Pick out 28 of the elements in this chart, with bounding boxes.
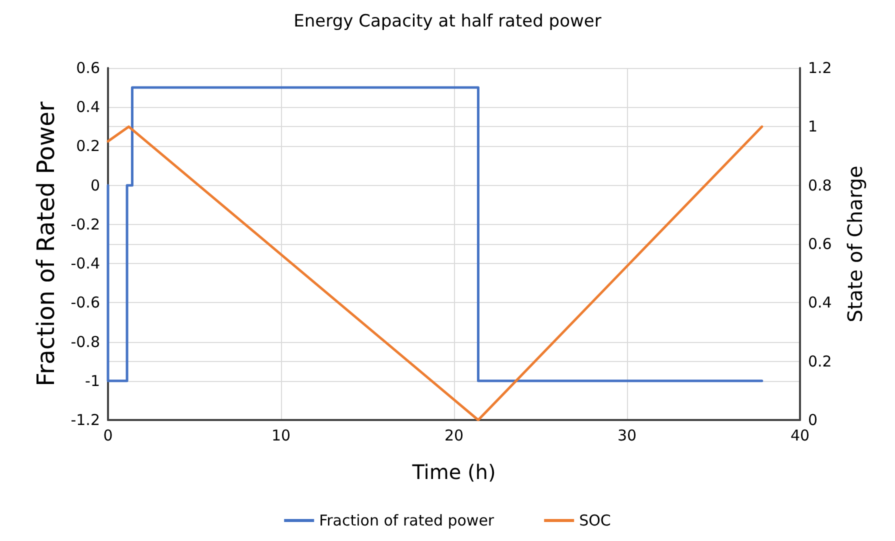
y2-tick-label: 0 [808,411,818,429]
y-tick-label: -0.8 [70,332,100,351]
chart-title: Energy Capacity at half rated power [294,12,602,32]
y-tick-label: 0.2 [76,137,100,156]
y2-tick-label: 1.2 [808,59,832,77]
y-tick-label: -0.6 [70,294,100,312]
y-tick-label: -0.2 [70,215,100,234]
y-tick-label: 0.6 [76,59,100,77]
y-tick-label: -1 [85,372,100,390]
y-tick-label: 0 [90,176,100,194]
x-tick-label: 40 [790,426,810,444]
y-tick-label: -1.2 [70,411,100,429]
y2-tick-label: 0.2 [808,352,832,370]
y2-tick-label: 1 [808,118,818,136]
y2-tick-label: 0.6 [808,235,832,253]
x-tick-label: 20 [444,426,464,444]
x-tick-label: 10 [271,426,291,444]
x-axis-title: Time (h) [411,460,496,484]
y-tick-label: -0.4 [70,254,100,273]
legend-label: Fraction of rated power [319,512,495,530]
x-tick-label: 0 [103,426,113,444]
y2-tick-label: 0.4 [808,294,832,312]
y2-axis-title: State of Charge [843,166,867,322]
legend-label: SOC [579,512,611,530]
x-tick-label: 30 [617,426,637,444]
y-axis-title: Fraction of Rated Power [32,102,60,386]
y2-tick-label: 0.8 [808,176,832,194]
y-tick-label: 0.4 [76,98,100,116]
